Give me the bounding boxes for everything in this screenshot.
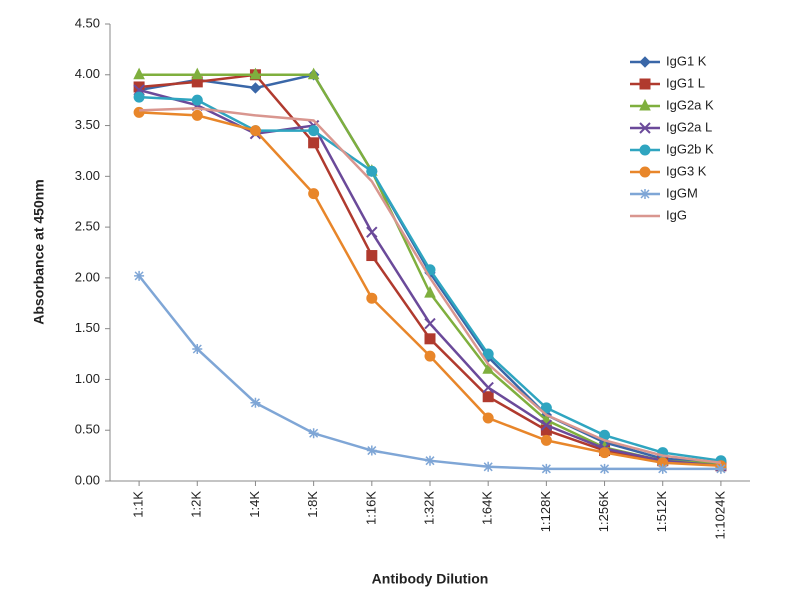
point	[250, 397, 261, 408]
point	[133, 67, 145, 80]
y-tick-label: 1.50	[75, 320, 100, 335]
point	[540, 402, 552, 414]
legend-label: IgG1 L	[666, 75, 705, 90]
point	[639, 98, 651, 111]
x-tick-label: 1:8K	[305, 491, 320, 518]
y-tick-label: 0.50	[75, 422, 100, 437]
point	[308, 428, 319, 439]
point	[308, 188, 320, 200]
x-tick-label: 1:2K	[189, 491, 204, 518]
point	[366, 165, 378, 177]
x-tick-label: 1:128K	[538, 491, 553, 533]
x-tick-label: 1:1024K	[712, 491, 727, 540]
point	[424, 317, 436, 330]
y-axis-title: Absorbance at 450nm	[31, 179, 47, 325]
legend-label: IgG	[666, 207, 687, 222]
point	[249, 125, 261, 137]
point	[308, 125, 320, 137]
point	[308, 137, 320, 149]
point	[540, 434, 552, 446]
x-tick-label: 1:256K	[596, 491, 611, 533]
point	[639, 122, 651, 134]
x-tick-label: 1:64K	[480, 491, 495, 525]
y-tick-label: 3.50	[75, 117, 100, 132]
y-tick-label: 0.00	[75, 472, 100, 487]
x-axis-title: Antibody Dilution	[372, 571, 489, 587]
x-tick-label: 1:16K	[363, 491, 378, 525]
y-tick-label: 4.50	[75, 15, 100, 30]
point	[541, 463, 552, 474]
point	[482, 391, 494, 403]
point	[540, 419, 553, 431]
point	[715, 463, 726, 474]
series-line	[139, 107, 722, 464]
point	[640, 189, 650, 199]
point	[599, 447, 611, 459]
point	[657, 463, 668, 474]
point	[191, 94, 203, 106]
point	[191, 109, 203, 121]
point	[424, 286, 436, 298]
x-tick-label: 1:1K	[131, 491, 146, 518]
point	[192, 343, 203, 354]
point	[483, 461, 494, 472]
point	[249, 82, 262, 94]
point	[424, 333, 436, 345]
point	[133, 91, 145, 103]
point	[639, 78, 651, 90]
y-tick-label: 3.00	[75, 168, 100, 183]
point	[191, 67, 204, 80]
point	[639, 166, 651, 178]
legend-label: IgG1 K	[666, 53, 707, 68]
x-tick-label: 1:4K	[247, 491, 262, 518]
series-line	[138, 275, 721, 471]
point	[482, 362, 494, 374]
point	[599, 463, 610, 474]
point	[249, 67, 262, 80]
point	[366, 226, 378, 238]
point	[482, 381, 494, 394]
x-tick-label: 1:512K	[654, 491, 669, 533]
legend-label: IgG3 K	[666, 163, 707, 178]
point	[366, 445, 377, 456]
point	[424, 350, 436, 362]
legend-label: IgG2a L	[666, 119, 712, 134]
point	[366, 292, 378, 304]
legend-label: IgGM	[666, 185, 698, 200]
point	[307, 67, 320, 80]
point	[133, 106, 145, 118]
y-tick-label: 4.00	[75, 66, 100, 81]
point	[639, 56, 651, 68]
point	[134, 270, 145, 281]
x-tick-label: 1:32K	[421, 491, 436, 525]
point	[482, 348, 494, 360]
y-tick-label: 2.50	[75, 219, 100, 234]
legend-label: IgG2a K	[666, 97, 714, 112]
point	[639, 144, 651, 156]
legend-label: IgG2b K	[666, 141, 714, 156]
y-tick-label: 1.00	[75, 371, 100, 386]
y-tick-label: 2.00	[75, 269, 100, 284]
point	[366, 250, 378, 262]
point	[425, 455, 435, 466]
point	[482, 412, 494, 424]
